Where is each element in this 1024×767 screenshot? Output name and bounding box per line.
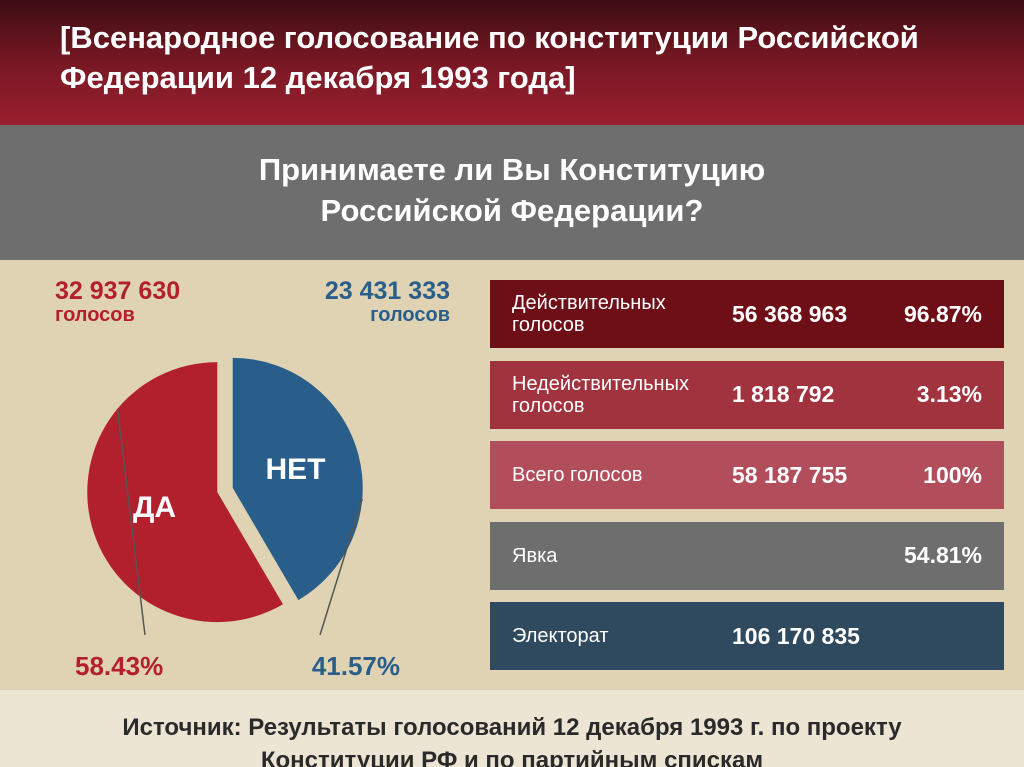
main-panel: 32 937 630 голосов 23 431 333 голосов ДА… [0, 260, 1024, 690]
stat-bar-pct: 100% [862, 462, 982, 489]
title-text: [Всенародное голосование по конституции … [60, 20, 919, 95]
stat-bar-2: Всего голосов58 187 755100% [490, 441, 1004, 509]
no-count-sub: голосов [325, 305, 450, 326]
stat-bar-4: Электорат106 170 835 [490, 602, 1004, 670]
stat-bar-label: Всего голосов [512, 464, 732, 486]
stats-bars: Действительных голосов56 368 96396.87% Не… [480, 260, 1024, 690]
stat-bar-count: 1 818 792 [732, 381, 862, 408]
yes-count-sub: голосов [55, 305, 180, 326]
stat-bar-count: 106 170 835 [732, 623, 862, 650]
stat-bar-0: Действительных голосов56 368 96396.87% [490, 280, 1004, 348]
yes-pct-label: 58.43% [75, 651, 163, 682]
stat-bar-count: 58 187 755 [732, 462, 862, 489]
stat-bar-pct: 96.87% [862, 301, 982, 328]
stat-bar-label: Недействительных голосов [512, 373, 732, 417]
no-pct-label: 41.57% [312, 651, 400, 682]
stat-bar-pct: 3.13% [862, 381, 982, 408]
stat-bar-label: Явка [512, 545, 732, 567]
stat-bar-1: Недействительных голосов1 818 7923.13% [490, 361, 1004, 429]
page-root: [Всенародное голосование по конституции … [0, 0, 1024, 767]
pie-chart-panel: 32 937 630 голосов 23 431 333 голосов ДА… [0, 260, 480, 690]
stat-bar-label: Электорат [512, 625, 732, 647]
stat-bar-label: Действительных голосов [512, 292, 732, 336]
question-line-1: Принимаете ли Вы Конституцию [40, 149, 984, 191]
question-banner: Принимаете ли Вы Конституцию Российской … [0, 125, 1024, 261]
stat-bar-3: Явка 54.81% [490, 522, 1004, 590]
no-count-label: 23 431 333 голосов [325, 278, 450, 325]
stat-bar-count: 56 368 963 [732, 301, 862, 328]
source-footer: Источник: Результаты голосований 12 дека… [0, 690, 1024, 767]
question-line-2: Российской Федерации? [40, 190, 984, 232]
pie-chart: ДА НЕТ [65, 345, 385, 635]
yes-count-label: 32 937 630 голосов [55, 278, 180, 325]
pie-slice-label-no: НЕТ [265, 453, 325, 486]
stat-bar-pct: 54.81% [862, 542, 982, 569]
no-count: 23 431 333 [325, 278, 450, 304]
pie-svg: ДА НЕТ [65, 345, 385, 635]
source-line-2: Конституции РФ и по партийным спискам [40, 745, 984, 767]
source-line-1: Источник: Результаты голосований 12 дека… [40, 712, 984, 744]
yes-count: 32 937 630 [55, 278, 180, 304]
title-banner: [Всенародное голосование по конституции … [0, 0, 1024, 125]
pie-slice-label-yes: ДА [133, 491, 176, 524]
